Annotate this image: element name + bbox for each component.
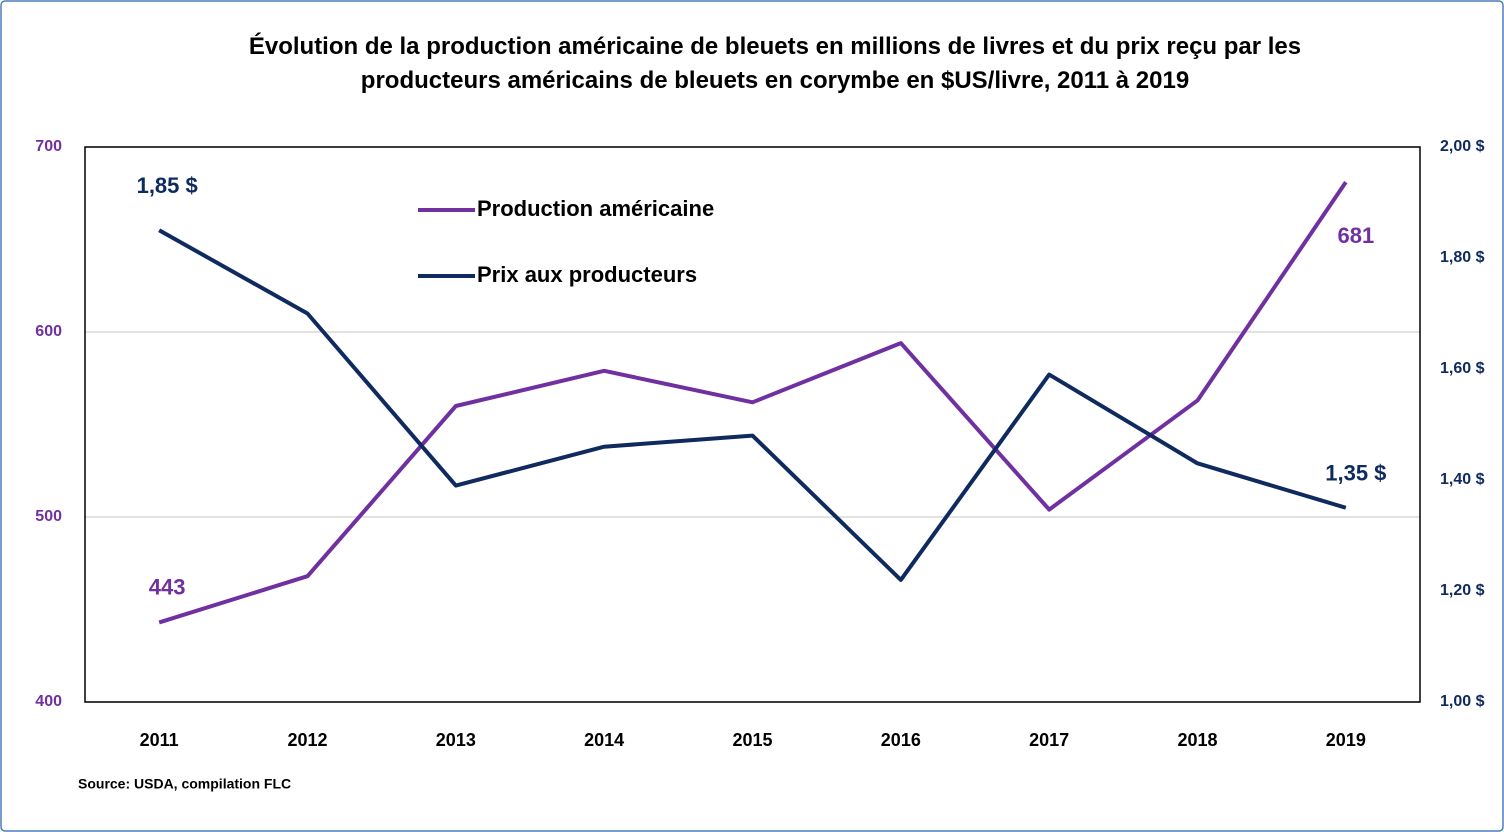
- plot-border: [84, 146, 1421, 703]
- y-tick-label: 500: [35, 508, 62, 525]
- x-tick-label: 2015: [732, 730, 772, 750]
- x-tick-label: 2017: [1029, 730, 1069, 750]
- x-tick-label: 2011: [140, 730, 179, 750]
- y2-tick-label: 1,00 $: [1440, 693, 1485, 710]
- data-label: 1,85 $: [137, 173, 198, 198]
- y2-tick-label: 1,60 $: [1440, 360, 1485, 377]
- line: [158, 181, 1348, 625]
- y-tick-label: 400: [35, 693, 62, 710]
- data-label: 681: [1337, 223, 1374, 248]
- x-tick-label: 2018: [1177, 730, 1217, 750]
- y-tick-label: 600: [35, 323, 62, 340]
- data-label: 443: [149, 574, 186, 599]
- line: [158, 228, 1347, 582]
- data-label: 1,35 $: [1325, 461, 1386, 486]
- x-tick-label: 2012: [287, 730, 327, 750]
- x-tick-label: 2019: [1326, 730, 1366, 750]
- source: Source: USDA, compilation FLC: [78, 776, 291, 792]
- y-tick-label: 700: [35, 138, 62, 155]
- y2-tick-label: 1,80 $: [1440, 249, 1485, 266]
- legend-label: Production américaine: [477, 196, 714, 221]
- chart-title: Évolution de la production américaine de…: [248, 33, 1302, 94]
- legend-label: Prix aux producteurs: [477, 262, 697, 287]
- y2-tick-label: 2,00 $: [1440, 138, 1485, 155]
- title-box: Évolution de la production américaine de…: [248, 33, 1302, 94]
- x-tick-label: 2014: [584, 730, 624, 750]
- x-tick-label: 2013: [436, 730, 476, 750]
- y2-tick-label: 1,40 $: [1440, 471, 1485, 488]
- y2-tick-label: 1,20 $: [1440, 582, 1485, 599]
- x-tick-label: 2016: [881, 730, 921, 750]
